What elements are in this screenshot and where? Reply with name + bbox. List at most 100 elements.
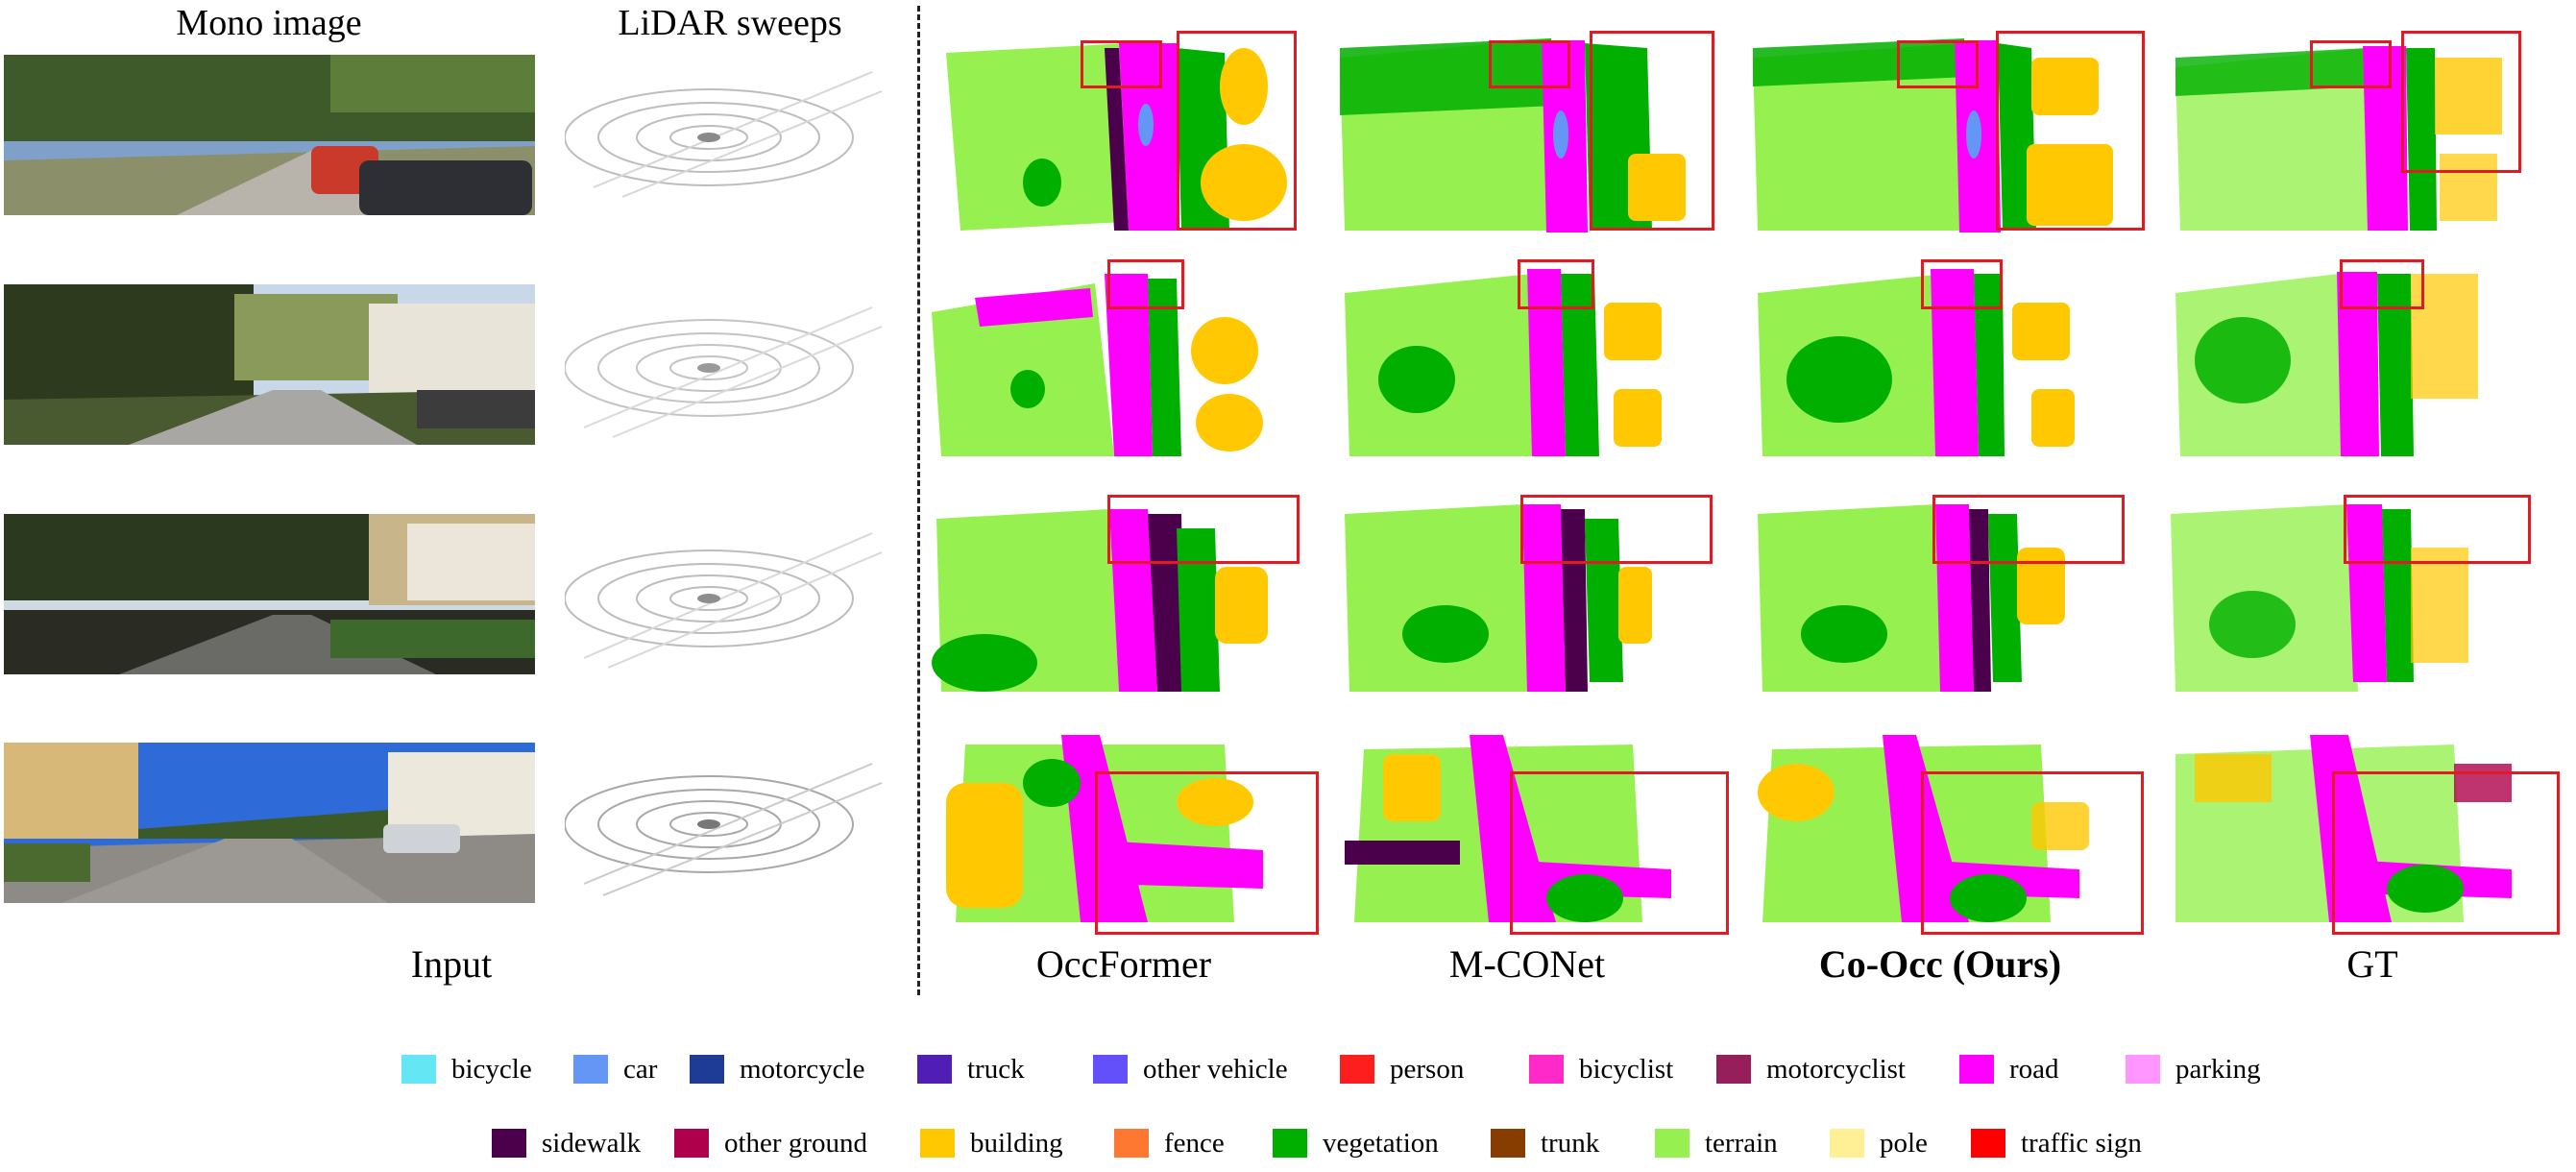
legend-label: road — [2009, 1053, 2059, 1085]
scene-occformer-row1 — [936, 29, 1301, 235]
legend-label: bicyclist — [1579, 1053, 1674, 1085]
legend-label: parking — [2175, 1053, 2261, 1085]
legend-swatch — [690, 1055, 724, 1084]
legend-item: motorcycle — [690, 1050, 864, 1088]
legend-label: car — [623, 1053, 658, 1085]
legend-item: parking — [2126, 1050, 2261, 1088]
legend-label: vegetation — [1323, 1127, 1439, 1159]
highlight-box — [1518, 259, 1594, 309]
scene-mconet-row2 — [1340, 255, 1705, 461]
caption-occformer: OccFormer — [1035, 942, 1212, 986]
caption-mconet: M-CONet — [1448, 942, 1606, 986]
mono-image-row3 — [4, 514, 535, 674]
legend-row-2: sidewalk other ground building fence veg… — [0, 1124, 2576, 1172]
legend-swatch — [1655, 1129, 1689, 1158]
legend-label: traffic sign — [2021, 1127, 2142, 1159]
scene-occformer-row3 — [927, 490, 1292, 696]
legend-swatch — [2126, 1055, 2160, 1084]
legend-label: motorcycle — [740, 1053, 865, 1085]
highlight-box — [1177, 31, 1297, 231]
highlight-box — [1510, 771, 1729, 935]
legend-item: motorcyclist — [1716, 1050, 1906, 1088]
legend-label: trunk — [1541, 1127, 1600, 1159]
highlight-box — [2340, 259, 2424, 309]
legend-label: fence — [1164, 1127, 1225, 1159]
legend-swatch — [1114, 1129, 1149, 1158]
legend-swatch — [920, 1129, 955, 1158]
legend-swatch — [917, 1055, 952, 1084]
highlight-box — [2310, 40, 2392, 88]
legend-item: building — [920, 1124, 1063, 1162]
legend-swatch — [1529, 1055, 1564, 1084]
legend-swatch — [1491, 1129, 1525, 1158]
legend-item: vegetation — [1273, 1124, 1439, 1162]
header-lidar-sweeps: LiDAR sweeps — [618, 3, 842, 43]
lidar-sweep-row2 — [564, 283, 891, 452]
scene-coocc-row1 — [1753, 29, 2118, 235]
scene-mconet-row3 — [1340, 490, 1705, 696]
highlight-box — [1921, 259, 2003, 309]
legend-swatch — [1716, 1055, 1751, 1084]
highlight-box — [1932, 495, 2125, 564]
legend-label: person — [1390, 1053, 1465, 1085]
legend-label: other vehicle — [1143, 1053, 1288, 1085]
caption-input: Input — [410, 942, 493, 986]
legend-item: sidewalk — [492, 1124, 641, 1162]
scene-coocc-row2 — [1753, 255, 2118, 461]
caption-coocc: Co-Occ (Ours) — [1818, 942, 2062, 986]
highlight-box — [1520, 495, 1713, 564]
caption-gt: GT — [2346, 942, 2398, 986]
legend-row-1: bicycle car motorcycle truck other vehic… — [0, 1050, 2576, 1098]
legend-item: person — [1340, 1050, 1464, 1088]
legend-label: terrain — [1705, 1127, 1778, 1159]
highlight-box — [1921, 771, 2144, 935]
legend-item: traffic sign — [1971, 1124, 2142, 1162]
legend-item: terrain — [1655, 1124, 1778, 1162]
legend-swatch — [1971, 1129, 2005, 1158]
scene-gt-row1 — [2166, 29, 2531, 235]
scene-occformer-row2 — [922, 255, 1287, 461]
legend-swatch — [1959, 1055, 1994, 1084]
legend-item: fence — [1114, 1124, 1225, 1162]
legend-label: sidewalk — [542, 1127, 642, 1159]
legend-swatch — [492, 1129, 526, 1158]
scene-gt-row2 — [2166, 255, 2531, 461]
legend-label: other ground — [724, 1127, 867, 1159]
legend-item: other vehicle — [1093, 1050, 1288, 1088]
legend-swatch — [674, 1129, 709, 1158]
lidar-sweep-row3 — [564, 514, 891, 682]
scene-coocc-row3 — [1753, 490, 2118, 696]
legend-label: truck — [967, 1053, 1025, 1085]
highlight-box — [1590, 31, 1714, 231]
highlight-box — [2332, 771, 2560, 935]
legend-item: pole — [1830, 1124, 1928, 1162]
mono-image-row2 — [4, 284, 535, 445]
highlight-box — [2401, 31, 2521, 173]
legend-item: trunk — [1491, 1124, 1599, 1162]
column-divider — [917, 6, 920, 995]
highlight-box — [1897, 40, 1979, 88]
header-mono-image: Mono image — [176, 3, 362, 43]
legend-item: road — [1959, 1050, 2059, 1088]
scene-mconet-row4 — [1345, 725, 1710, 932]
legend-label: pole — [1880, 1127, 1928, 1159]
scene-gt-row3 — [2166, 490, 2531, 696]
legend-item: truck — [917, 1050, 1025, 1088]
legend-swatch — [1093, 1055, 1128, 1084]
legend-item: bicycle — [401, 1050, 532, 1088]
legend-swatch — [1340, 1055, 1374, 1084]
legend-item: bicyclist — [1529, 1050, 1673, 1088]
legend-label: motorcyclist — [1766, 1053, 1906, 1085]
legend-swatch — [1830, 1129, 1864, 1158]
legend-label: building — [970, 1127, 1063, 1159]
legend-swatch — [401, 1055, 436, 1084]
scene-gt-row4 — [2166, 725, 2531, 932]
highlight-box — [1081, 40, 1162, 88]
highlight-box — [2344, 495, 2531, 564]
legend-item: other ground — [674, 1124, 867, 1162]
legend-swatch — [573, 1055, 608, 1084]
legend-item: car — [573, 1050, 657, 1088]
highlight-box — [1107, 259, 1184, 309]
legend-label: bicycle — [451, 1053, 532, 1085]
lidar-sweep-row1 — [564, 53, 891, 221]
